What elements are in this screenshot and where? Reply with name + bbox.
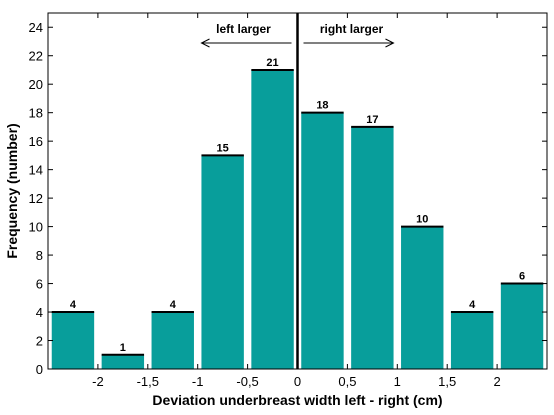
- x-axis-ticks: -2 -1,5 -1 -0,5 0 0,5 1 1,5 2: [92, 13, 501, 389]
- y-tick-label: 8: [36, 248, 43, 263]
- x-tick-label: -0,5: [236, 374, 258, 389]
- bar: [101, 354, 145, 369]
- left-larger-annotation: left larger: [216, 22, 271, 36]
- bar-value-label: 17: [366, 114, 378, 126]
- bar: [450, 312, 494, 369]
- bar-value-label: 21: [266, 57, 278, 69]
- bar-value-label: 4: [170, 299, 177, 311]
- x-tick-label: 0: [294, 374, 301, 389]
- y-tick-label: 0: [36, 362, 43, 377]
- bar-value-label: 15: [217, 142, 229, 154]
- y-tick-label: 12: [29, 191, 43, 206]
- right-larger-annotation: right larger: [320, 22, 384, 36]
- bar-value-label: 6: [519, 271, 525, 283]
- bar: [201, 155, 244, 369]
- bar-value-label: 18: [316, 100, 328, 112]
- bar-value-label: 4: [70, 299, 77, 311]
- x-tick-label: -1: [192, 374, 204, 389]
- bar-value-label: 10: [416, 214, 428, 226]
- y-tick-label: 2: [36, 334, 43, 349]
- bar-value-label: 1: [120, 342, 126, 354]
- x-tick-label: -2: [92, 374, 104, 389]
- y-tick-label: 24: [29, 20, 43, 35]
- y-axis-title: Frequency (number): [4, 123, 20, 258]
- y-tick-label: 4: [36, 305, 43, 320]
- bar: [251, 69, 294, 370]
- bars-group: [51, 68, 544, 370]
- right-arrow-head: [385, 38, 395, 48]
- y-tick-label: 16: [29, 134, 43, 149]
- bar: [151, 312, 194, 369]
- left-arrow-head: [200, 38, 210, 48]
- x-tick-label: 0,5: [338, 374, 356, 389]
- data-labels-group: 4 1 4 15 21 18 17 10 4 6: [70, 57, 525, 354]
- bar-value-label: 4: [469, 299, 476, 311]
- x-tick-label: -1,5: [137, 374, 159, 389]
- y-tick-label: 10: [29, 220, 43, 235]
- x-axis-title: Deviation underbreast width left - right…: [152, 392, 442, 408]
- bar: [301, 112, 344, 370]
- bar: [401, 226, 444, 369]
- y-tick-label: 14: [29, 163, 43, 178]
- bar: [51, 312, 95, 369]
- x-tick-label: 2: [493, 374, 500, 389]
- y-tick-label: 20: [29, 77, 43, 92]
- y-tick-label: 6: [36, 277, 43, 292]
- bar: [500, 283, 544, 369]
- y-tick-label: 18: [29, 106, 43, 121]
- bar: [351, 126, 394, 369]
- x-tick-label: 1,5: [438, 374, 456, 389]
- y-tick-label: 22: [29, 49, 43, 64]
- x-tick-label: 1: [394, 374, 401, 389]
